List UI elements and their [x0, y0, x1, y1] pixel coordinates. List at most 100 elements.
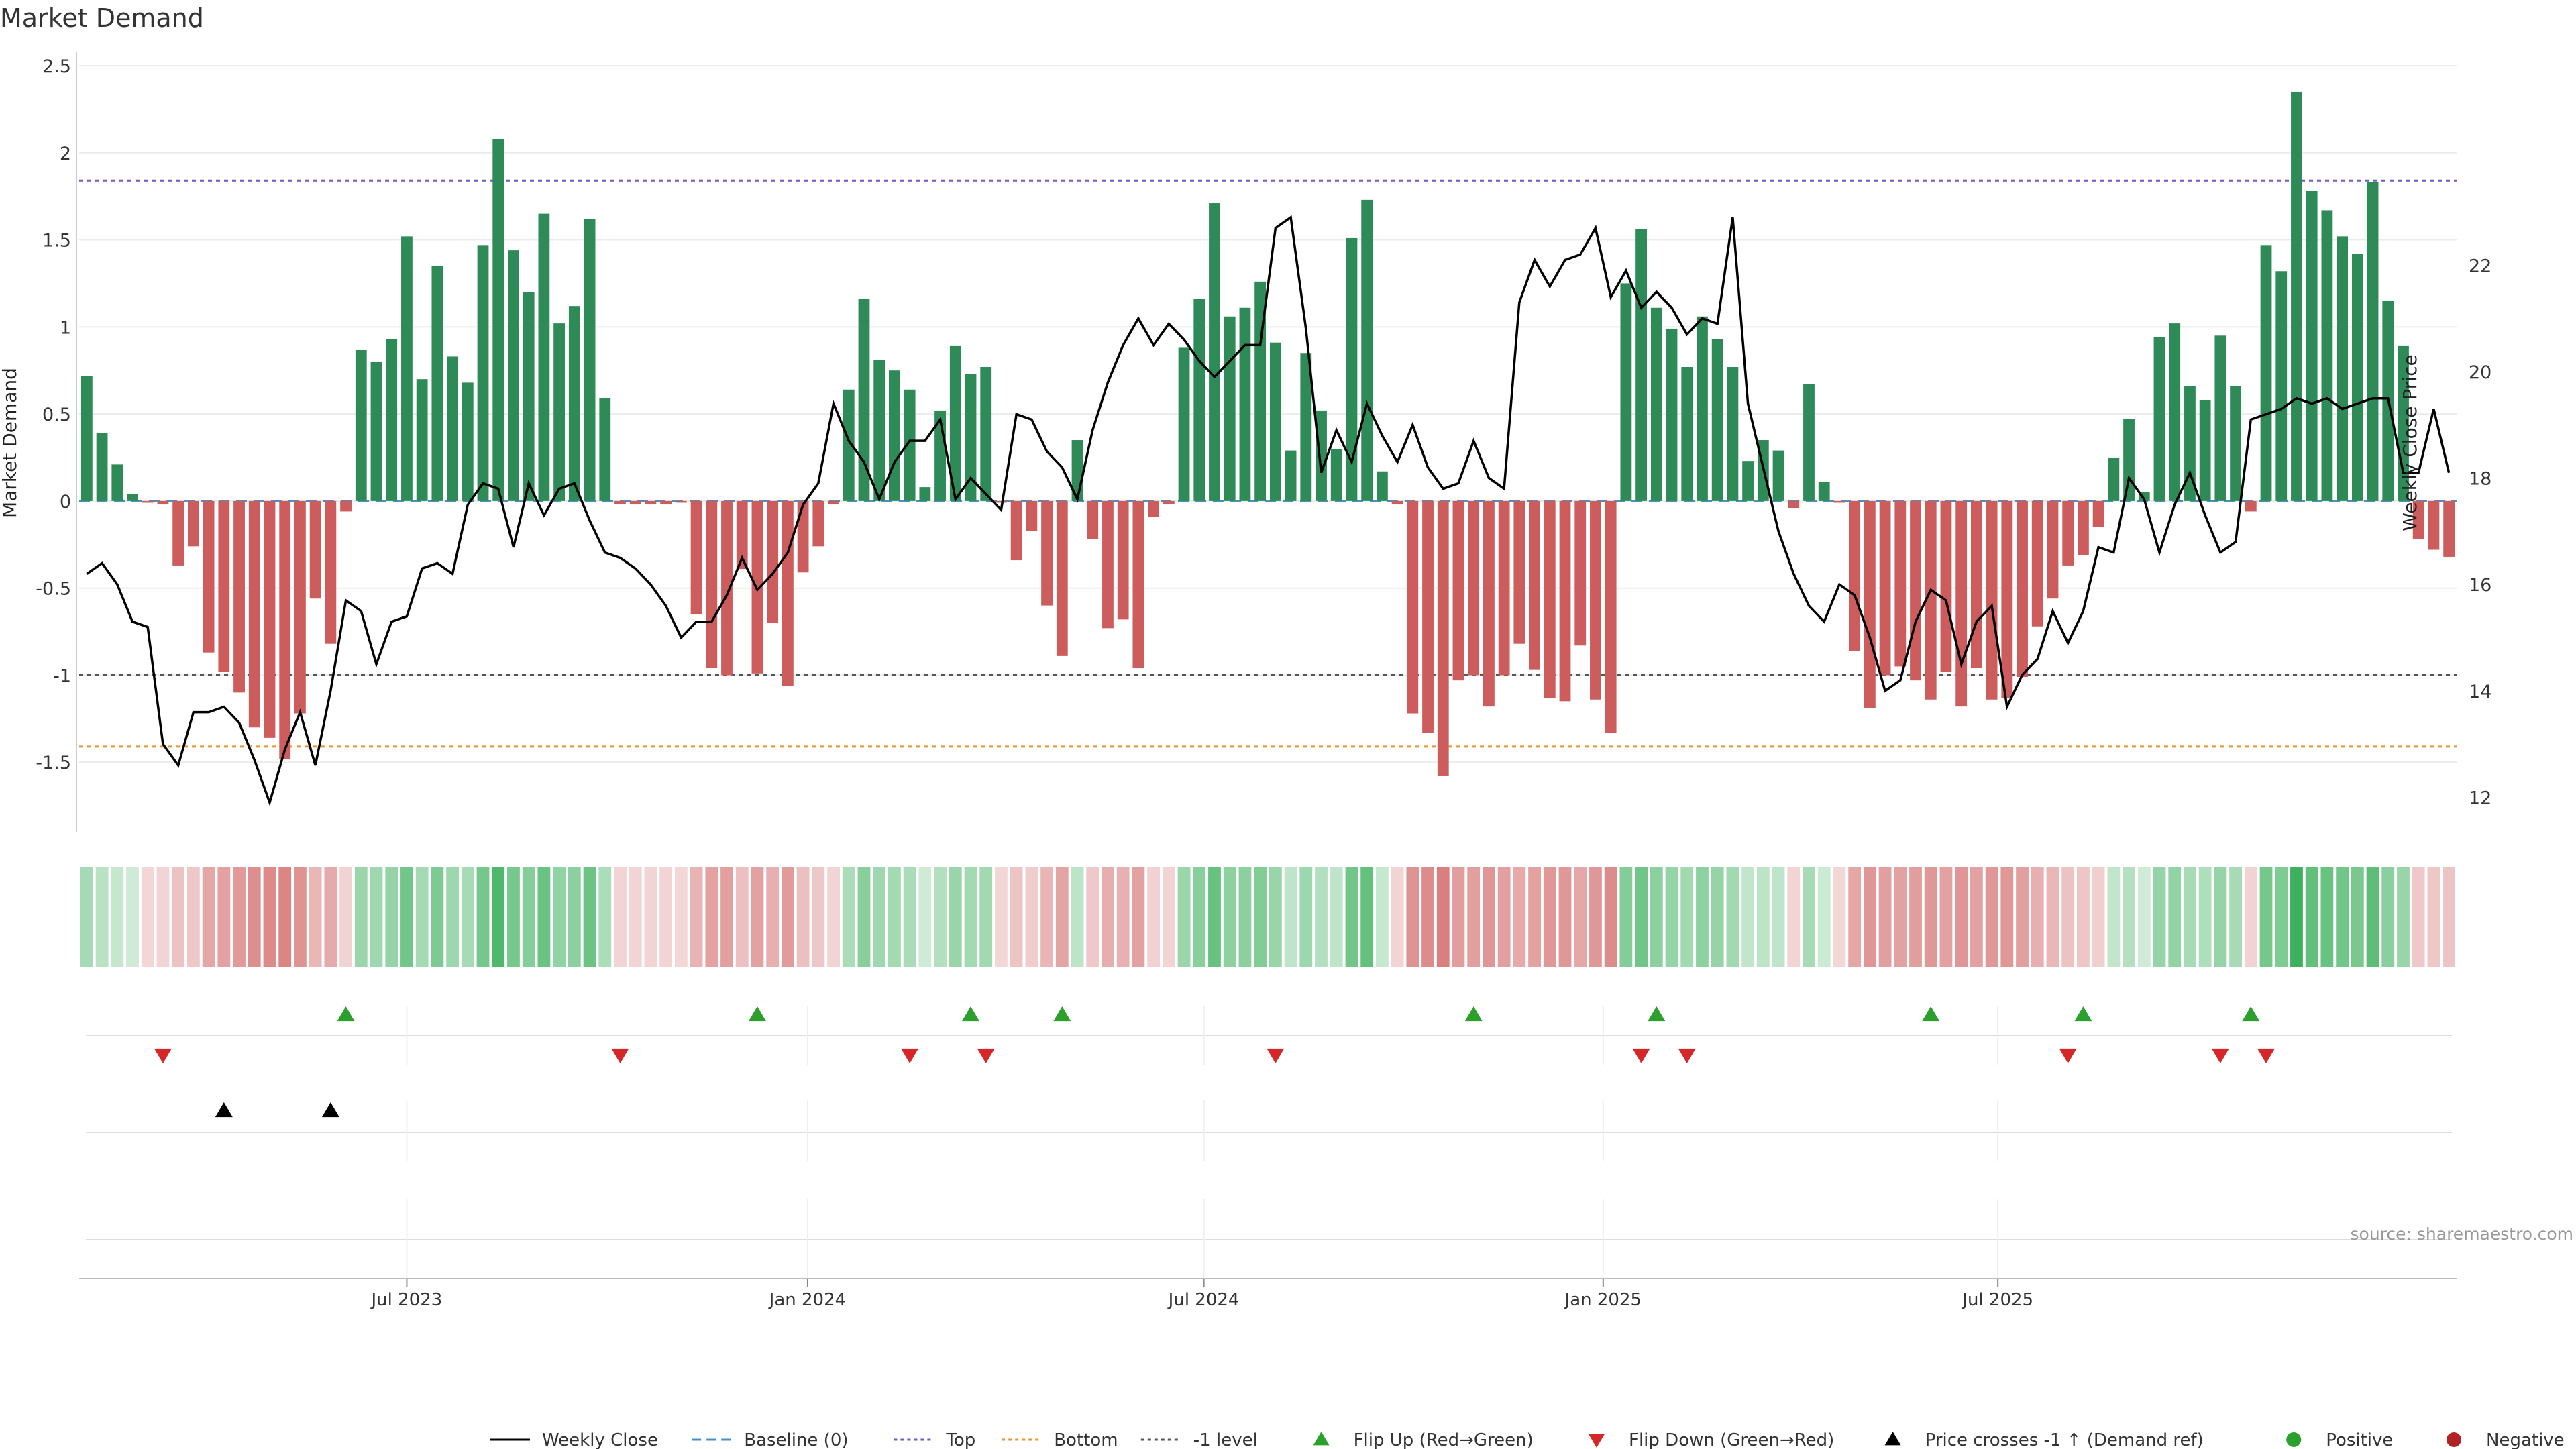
strip-cell: [1878, 867, 1892, 967]
strip-cell: [2077, 867, 2090, 967]
y2-tick-label: 18: [2469, 469, 2491, 490]
demand-bar: [1681, 367, 1693, 501]
strip-cell: [2336, 867, 2349, 967]
legend-item: Price crosses -1 ↑ (Demand ref): [1884, 1430, 2204, 1449]
strip-cell: [111, 867, 124, 967]
demand-bar: [2337, 236, 2349, 501]
demand-bar: [828, 500, 839, 505]
demand-bar: [416, 379, 428, 501]
strip-cell: [842, 867, 855, 967]
strip-cell: [735, 867, 749, 967]
strip-cell: [812, 867, 825, 967]
strip-cell: [751, 867, 764, 967]
strip-cell: [614, 867, 627, 967]
demand-bar: [1087, 500, 1099, 539]
strip-cell: [2229, 867, 2242, 967]
strip-cell: [674, 867, 688, 967]
strip-cell: [217, 867, 231, 967]
x-tick-label: Jan 2024: [768, 1290, 847, 1310]
demand-bar: [1041, 500, 1053, 606]
flip-up-marker: [1922, 1006, 1940, 1022]
strip-cell: [1894, 867, 1907, 967]
legend-label: Positive: [2326, 1430, 2393, 1449]
demand-bar: [1788, 500, 1800, 508]
demand-bar: [1285, 450, 1297, 501]
demand-bar: [1559, 500, 1571, 702]
strip-cell: [949, 867, 962, 967]
demand-bar: [1498, 500, 1510, 676]
demand-bar: [157, 500, 169, 505]
strip-cell: [2305, 867, 2318, 967]
strip-cell: [492, 867, 505, 967]
strip-cell: [1071, 867, 1084, 967]
strip-cell: [796, 867, 810, 967]
demand-bar: [614, 500, 626, 505]
strip-cell: [370, 867, 383, 967]
demand-bar: [2245, 500, 2257, 512]
demand-bar: [233, 500, 245, 693]
strip-cell: [354, 867, 368, 967]
strip-cell: [903, 867, 916, 967]
demand-bar: [782, 500, 794, 686]
strip-cell: [1345, 867, 1358, 967]
strip-cell: [598, 867, 612, 967]
legend-swatch: [1313, 1432, 1330, 1446]
strip-cell: [918, 867, 932, 967]
price-cross-marker: [321, 1102, 339, 1118]
demand-bar: [477, 245, 489, 501]
demand-bar: [797, 500, 809, 573]
strip-cell: [1985, 867, 1998, 967]
demand-bar: [2078, 500, 2089, 555]
legend-label: -1 level: [1193, 1430, 1258, 1449]
strip-cell: [2351, 867, 2364, 967]
strip-cell: [1208, 867, 1221, 967]
strip-cell: [2153, 867, 2166, 967]
y-tick-label: -0.5: [36, 579, 71, 600]
strip-cell: [2397, 867, 2410, 967]
demand-bar: [1818, 482, 1830, 501]
demand-bar: [1635, 229, 1647, 501]
demand-bar: [1605, 500, 1617, 733]
strip-cell: [964, 867, 977, 967]
strip-cell: [766, 867, 780, 967]
strip-cell: [1132, 867, 1145, 967]
flip-up-marker: [1053, 1006, 1071, 1022]
demand-bar: [660, 500, 672, 505]
demand-bar: [1727, 367, 1739, 501]
y-tick-label: -1: [53, 665, 71, 686]
strip-cell: [1513, 867, 1526, 967]
strip-cell: [1330, 867, 1343, 967]
demand-bar: [599, 398, 611, 501]
legend-label: Flip Down (Green→Red): [1629, 1430, 1834, 1449]
legend-item: Top: [894, 1430, 975, 1449]
strip-cell: [476, 867, 490, 967]
flip-up-marker: [1464, 1006, 1483, 1022]
source-note: source: sharemaestro.com: [2351, 1224, 2574, 1244]
demand-bar: [1803, 384, 1815, 501]
strip-cell: [2198, 867, 2212, 967]
demand-bar: [2214, 335, 2226, 501]
demand-bar: [721, 500, 733, 676]
strip-cell: [1726, 867, 1739, 967]
strip-cell: [1436, 867, 1450, 967]
demand-bar: [1026, 500, 1038, 531]
legend-item: -1 level: [1140, 1430, 1258, 1449]
demand-bar: [2367, 182, 2379, 501]
strip-cell: [1299, 867, 1313, 967]
x-tick-label: Jul 2024: [1167, 1290, 1240, 1310]
demand-bar: [1849, 500, 1861, 651]
flip-up-marker: [962, 1006, 979, 1022]
y-tick-label: 0.5: [42, 405, 71, 425]
demand-bar: [431, 266, 443, 501]
demand-bar: [1452, 500, 1464, 681]
legend-item: Flip Up (Red→Green): [1313, 1430, 1534, 1449]
strip-cell: [1909, 867, 1922, 967]
demand-bar: [2291, 91, 2302, 501]
strip-cell: [80, 867, 93, 967]
demand-bar: [2321, 210, 2333, 501]
demand-bar: [1711, 339, 1723, 501]
demand-bar: [111, 464, 123, 501]
strip-cell: [1025, 867, 1038, 967]
demand-bar: [1148, 500, 1160, 517]
